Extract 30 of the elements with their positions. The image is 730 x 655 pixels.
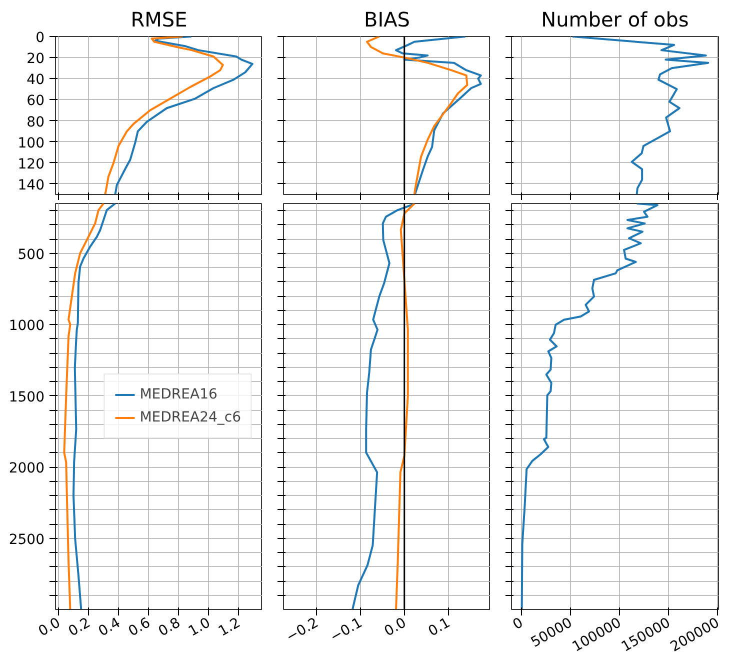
x-tick-label: −0.2 xyxy=(284,614,322,646)
y-tick-label: 1500 xyxy=(8,389,45,406)
x-tick-label: 0.0 xyxy=(36,614,64,640)
y-tick-label: 1000 xyxy=(8,318,45,334)
y-tick-label: 40 xyxy=(26,72,45,88)
x-tick-label: 1.0 xyxy=(186,614,214,640)
x-tick-label: 0 xyxy=(510,614,526,634)
y-tick-label: 2000 xyxy=(8,460,45,477)
y-tick-label: 20 xyxy=(26,51,45,68)
x-tick-label: 0.6 xyxy=(126,614,154,640)
x-tick-label: −0.1 xyxy=(328,614,366,646)
x-tick-label: 0.1 xyxy=(426,614,454,640)
chart-title: Number of obs xyxy=(541,8,689,32)
y-tick-label: 120 xyxy=(18,156,45,172)
y-tick-label: 0 xyxy=(36,30,45,46)
y-tick-label: 100 xyxy=(18,135,45,152)
chart-title: RMSE xyxy=(130,8,188,32)
chart-title: BIAS xyxy=(364,8,410,32)
y-tick-label: 2500 xyxy=(8,532,45,548)
x-tick-label: 0.2 xyxy=(66,614,94,640)
y-tick-label: 60 xyxy=(26,93,45,110)
x-tick-label: 1.2 xyxy=(216,614,244,640)
legend-label: MEDREA16 xyxy=(140,386,218,402)
x-tick-label: 0.4 xyxy=(96,614,124,640)
x-tick-label: 0.0 xyxy=(382,614,410,640)
legend-label: MEDREA24_c6 xyxy=(140,410,241,426)
y-tick-label: 140 xyxy=(18,177,45,194)
y-tick-label: 80 xyxy=(26,114,45,130)
y-tick-label: 500 xyxy=(18,246,45,263)
x-tick-label: 0.8 xyxy=(156,614,184,640)
